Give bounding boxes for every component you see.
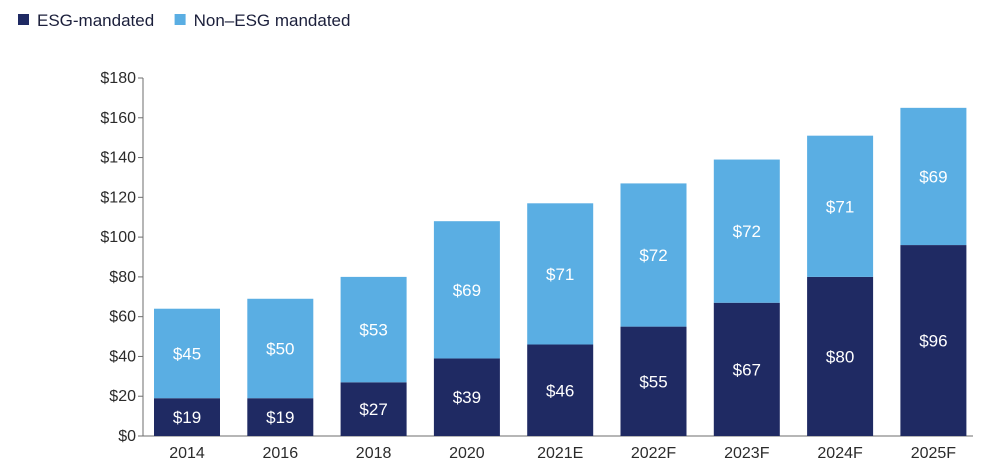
bar-segment-esg (713, 302, 780, 436)
bar-segment-esg (527, 344, 594, 436)
data-label: $19 (266, 408, 294, 427)
data-label: $45 (173, 344, 201, 363)
x-tick-label: 2024F (817, 445, 863, 461)
bar-segment-non-esg (713, 159, 780, 303)
data-label: $39 (453, 388, 481, 407)
y-tick-label: $40 (109, 348, 136, 365)
data-label: $53 (359, 321, 387, 340)
data-label: $67 (733, 360, 761, 379)
bar-segment-non-esg (247, 298, 314, 399)
bar-segment-esg (154, 398, 220, 436)
data-labels: $19 $45 $19 $50 $27 $53 $39 $69 $46 $71 $55 $72 $67 $… (173, 167, 948, 427)
data-label: $72 (733, 222, 761, 241)
axes: $0 $20 $40 $60 $80 $100 $120 $140 $160 $180 2014 20… (100, 70, 973, 461)
bar-segment-non-esg (900, 107, 967, 246)
y-tick-label: $100 (100, 229, 136, 246)
x-tick-label: 2014 (169, 445, 205, 461)
bar-segment-non-esg (340, 276, 407, 383)
y-tick-label: $80 (109, 269, 136, 286)
x-tick-label: 2020 (449, 445, 485, 461)
y-tick-label: $0 (118, 428, 136, 445)
data-label: $50 (266, 339, 294, 358)
bar-segment-esg (807, 276, 874, 436)
legend-label-0: ESG-mandated (37, 11, 154, 30)
x-tick-label: 2016 (263, 445, 299, 461)
bar-segment-esg (247, 398, 314, 436)
data-label: $69 (453, 281, 481, 300)
y-tick-label: $140 (100, 150, 136, 167)
legend: ESG-mandated Non–ESG mandated (18, 11, 350, 30)
legend-swatch-0 (18, 14, 29, 25)
bar-segment-esg (900, 245, 967, 436)
bar-segment-non-esg (620, 183, 687, 327)
data-label: $72 (639, 246, 667, 265)
y-tick-label: $180 (100, 70, 136, 87)
data-label: $80 (826, 347, 854, 366)
y-tick-label: $120 (100, 189, 136, 206)
bar-segment-non-esg (154, 308, 220, 399)
bar-segment-non-esg (433, 221, 500, 359)
data-label: $96 (919, 332, 947, 351)
x-tick-label: 2018 (356, 445, 392, 461)
y-tick-label: $20 (109, 388, 136, 405)
x-tick-label: 2021E (537, 445, 583, 461)
y-tick-label: $160 (100, 110, 136, 127)
legend-swatch-1 (174, 14, 186, 25)
bars (154, 107, 967, 436)
data-label: $69 (919, 167, 947, 186)
data-label: $71 (546, 265, 574, 284)
x-tick-label: 2022F (631, 445, 677, 461)
data-label: $71 (826, 197, 854, 216)
data-label: $46 (546, 381, 574, 400)
data-label: $19 (173, 408, 201, 427)
bar-segment-esg (340, 382, 407, 436)
bar-segment-esg (620, 326, 687, 436)
y-tick-label: $60 (109, 309, 136, 326)
x-tick-label: 2025F (911, 445, 957, 461)
data-label: $55 (639, 372, 667, 391)
bar-segment-non-esg (807, 135, 874, 277)
bar-segment-esg (433, 358, 500, 436)
bar-segment-non-esg (527, 203, 594, 345)
x-tick-label: 2023F (724, 445, 770, 461)
data-label: $27 (359, 400, 387, 419)
legend-label-1: Non–ESG mandated (194, 11, 351, 30)
